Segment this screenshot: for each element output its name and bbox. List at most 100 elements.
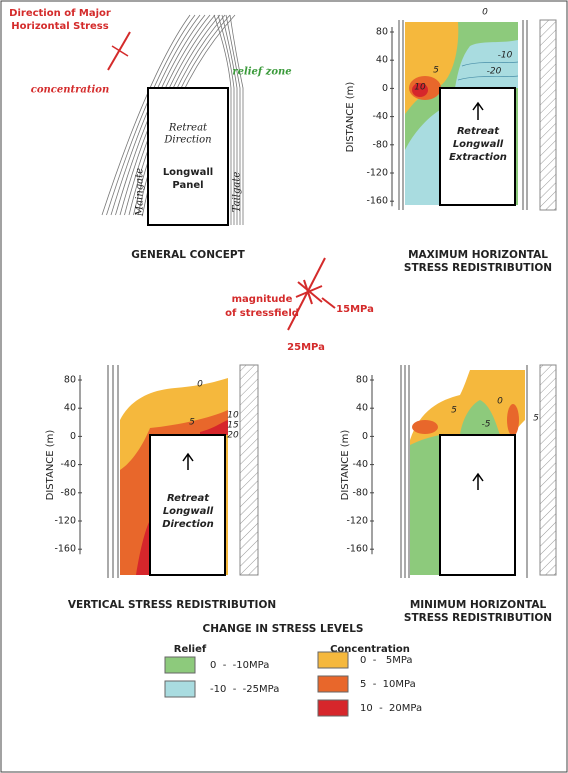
label: Direction of Major — [9, 8, 111, 19]
label: 25MPa — [287, 342, 325, 353]
label: of stressfield — [225, 308, 299, 319]
label: MAXIMUM HORIZONTAL — [408, 249, 548, 261]
label: Retreat — [457, 126, 500, 137]
label: Horizontal Stress — [11, 21, 108, 32]
label: 15MPa — [336, 304, 374, 315]
stress-line — [229, 14, 244, 225]
region — [412, 420, 438, 434]
label: Relief — [174, 644, 207, 655]
legend-swatch — [164, 656, 196, 674]
stress-line — [221, 14, 238, 225]
label: VERTICAL STRESS REDISTRIBUTION — [68, 599, 276, 611]
label: Direction — [163, 135, 211, 146]
stress-direction — [111, 45, 129, 57]
label: 40 — [64, 403, 76, 414]
hatch — [539, 19, 557, 211]
arrow — [472, 101, 484, 120]
region — [136, 420, 228, 575]
label: 10 — [414, 83, 426, 93]
label: 5 — [433, 66, 439, 76]
label: 5 — [189, 418, 195, 428]
label: 0 — [382, 83, 388, 94]
label: 40 — [356, 403, 368, 414]
label: Panel — [172, 180, 203, 191]
label: 15 — [227, 421, 239, 431]
legend-swatch — [317, 651, 349, 669]
label: -160 — [346, 544, 368, 555]
label: 80 — [64, 375, 76, 386]
wall — [400, 365, 528, 578]
label: Direction — [162, 519, 214, 530]
label: 5 — [533, 414, 539, 424]
label: 5 - 10MPa — [360, 679, 416, 690]
label: DISTANCE (m) — [345, 82, 356, 153]
arrow — [182, 452, 194, 470]
label: 0 — [70, 431, 76, 442]
wall — [107, 365, 119, 578]
label: -160 — [366, 196, 388, 207]
label: STRESS REDISTRIBUTION — [404, 262, 552, 274]
label: 10 - 20MPa — [360, 703, 422, 714]
label: Retreat — [168, 123, 208, 134]
label: 0 - -10MPa — [210, 660, 269, 671]
label: Extraction — [449, 152, 507, 163]
label: DISTANCE (m) — [340, 430, 351, 501]
hatch — [539, 364, 557, 576]
stress-line — [225, 14, 241, 225]
label: CHANGE IN STRESS LEVELS — [203, 623, 364, 635]
longwall-panel — [439, 434, 516, 576]
label: -20 — [487, 67, 502, 77]
label: Retreat — [167, 493, 210, 504]
label: -160 — [54, 544, 76, 555]
label: -80 — [372, 139, 388, 150]
label: 0 - 5MPa — [360, 655, 413, 666]
label: -5 — [482, 420, 491, 430]
longwall-panel — [147, 87, 229, 226]
label: concentration — [31, 85, 109, 96]
region — [455, 40, 518, 88]
label: -10 — [498, 51, 513, 61]
label: 10 — [227, 411, 239, 421]
legend-swatch — [317, 699, 349, 717]
label: magnitude — [232, 294, 293, 305]
contour — [457, 61, 519, 81]
label: 0 — [362, 431, 368, 442]
label: MINIMUM HORIZONTAL — [410, 599, 547, 611]
legend-swatch — [164, 680, 196, 698]
stress-star — [287, 257, 336, 331]
label: -80 — [60, 487, 76, 498]
label: Longwall — [163, 506, 214, 517]
label: 20 — [227, 431, 239, 441]
shapes — [101, 14, 557, 578]
label: -10 - -25MPa — [210, 684, 279, 695]
label: 40 — [376, 55, 388, 66]
legend-swatch — [317, 675, 349, 693]
label: -120 — [366, 168, 388, 179]
label: 0 — [482, 8, 488, 18]
label: -40 — [372, 111, 388, 122]
label: Longwall — [163, 167, 213, 178]
label: -40 — [60, 459, 76, 470]
label: Maingate — [135, 168, 146, 217]
wall — [398, 20, 528, 210]
region — [412, 83, 428, 97]
hatch — [239, 364, 259, 576]
arrow — [472, 472, 484, 490]
label: Longwall — [453, 139, 504, 150]
label: 0 — [497, 397, 503, 407]
label: Concentration — [330, 644, 410, 655]
label: 80 — [376, 27, 388, 38]
region — [405, 110, 440, 205]
region — [410, 400, 500, 575]
region — [507, 404, 519, 436]
stress-line — [213, 14, 232, 225]
label: 80 — [356, 375, 368, 386]
label: STRESS REDISTRIBUTION — [404, 612, 552, 624]
stress-line — [217, 14, 235, 225]
label: 5 — [451, 406, 457, 416]
label: relief zone — [232, 67, 291, 78]
label: DISTANCE (m) — [45, 430, 56, 501]
label: -40 — [352, 459, 368, 470]
